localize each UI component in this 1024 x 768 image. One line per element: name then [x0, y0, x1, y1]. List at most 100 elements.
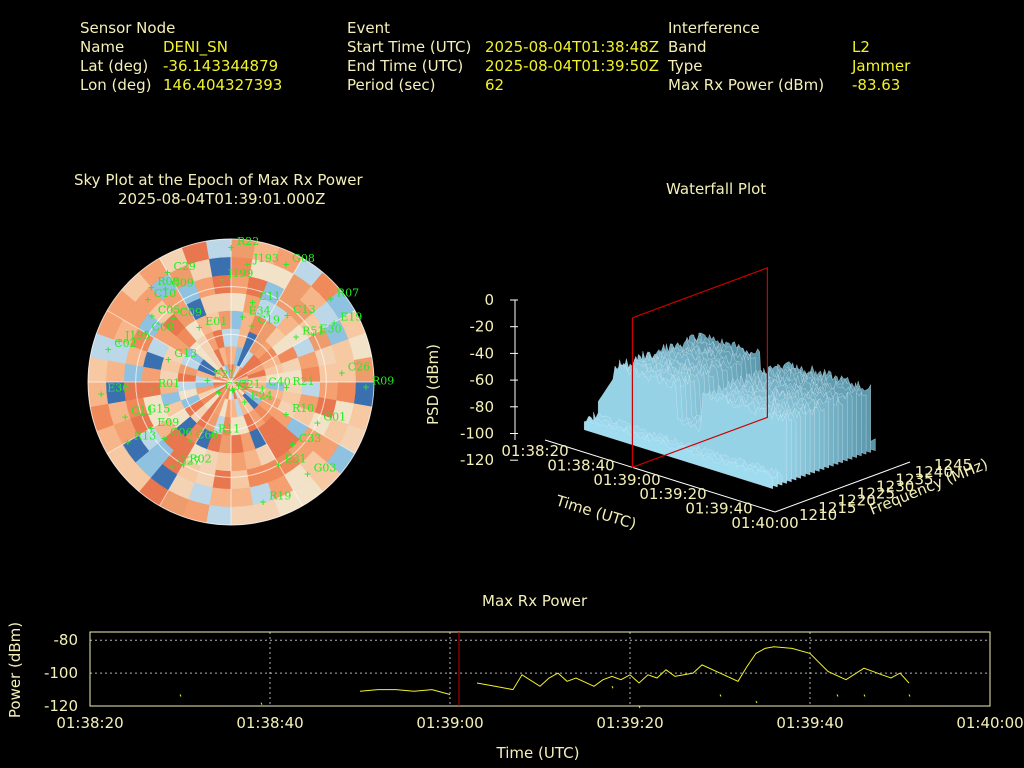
sky-plot-subtitle: 2025-08-04T01:39:01.000Z [118, 190, 326, 208]
satellite-label: G13 [174, 347, 197, 360]
satellite-label: E21 [213, 368, 235, 381]
satellite-label: J199 [227, 267, 253, 280]
sky-cell [208, 487, 232, 508]
satellite-label: G01 [323, 410, 346, 423]
satellite-label: R51 [302, 324, 324, 337]
waterfall-ridge [583, 416, 774, 490]
sensor-lat-label: Lat (deg) [80, 57, 149, 75]
sensor-title: Sensor Node [80, 19, 176, 37]
satellite-marker: + [105, 343, 112, 356]
interference-power-label: Max Rx Power (dBm) [668, 76, 825, 94]
satellite-label: C09 [171, 276, 193, 289]
satellite-marker: + [244, 258, 251, 271]
satellite-marker: + [124, 436, 131, 449]
satellite-label: C19 [258, 313, 280, 326]
satellite-marker: + [275, 459, 282, 472]
satellite-label: J193 [253, 252, 279, 265]
satellite-marker: + [283, 258, 290, 271]
satellite-marker: + [162, 282, 169, 295]
sky-cell [230, 469, 250, 490]
satellite-label: E34 [249, 304, 271, 317]
satellite-marker: + [138, 409, 145, 422]
satellite-marker: + [289, 438, 296, 451]
sky-spoke [106, 381, 232, 454]
satellite-marker: + [161, 432, 168, 445]
power-dropout [908, 694, 911, 697]
satellite-label: C32 [225, 380, 247, 393]
freq-tick-label: 1210 [799, 506, 837, 524]
freq-tick-label: 1225 [857, 485, 895, 503]
satellite-label: G08 [292, 252, 315, 265]
satellite-label: E19 [340, 310, 362, 323]
satellite-marker: + [293, 330, 300, 343]
satellite-label: G27 [178, 455, 201, 468]
satellite-label: R22 [237, 235, 259, 248]
satellite-label: C13 [293, 303, 315, 316]
satellite-marker: + [304, 467, 311, 480]
satellite-label: R21 [292, 375, 314, 388]
sky-spoke [159, 257, 232, 383]
freq-tick-label: 1235 [895, 470, 933, 488]
sky-spoke [159, 381, 232, 507]
satellite-label: R08 [157, 275, 179, 288]
satellite-marker: + [142, 327, 149, 340]
psd-axis-label: PSD (dBm) [424, 344, 442, 425]
satellite-marker: + [228, 241, 235, 254]
event-period-value: 62 [485, 76, 505, 94]
sky-spoke [106, 310, 232, 383]
satellite-marker: + [165, 353, 172, 366]
satellite-marker: + [310, 328, 317, 341]
satellite-marker: + [283, 381, 290, 394]
satellite-label: E30 [320, 322, 342, 335]
power-series-line [476, 646, 910, 691]
power-dropout [836, 694, 839, 697]
satellite-marker: + [216, 386, 223, 399]
event-period-label: Period (sec) [347, 76, 436, 94]
sky-plot-title: Sky Plot at the Epoch of Max Rx Power [74, 171, 363, 189]
sensor-name-label: Name [80, 38, 125, 56]
sky-cell [230, 487, 254, 508]
power-dropout [638, 705, 641, 709]
satellite-marker: + [260, 496, 267, 509]
event-start-value: 2025-08-04T01:38:48Z [485, 38, 659, 56]
psd-tick-label: -120 [460, 451, 494, 469]
time-tick-label: 01:39:20 [639, 485, 706, 503]
satellite-marker: + [148, 281, 155, 294]
satellite-label: C08 [152, 321, 174, 334]
satellite-label: R10 [292, 402, 314, 415]
satellite-label: R11 [218, 422, 240, 435]
satellite-marker: + [209, 428, 216, 441]
psd-tick-label: -20 [470, 318, 495, 336]
sensor-lon-value: 146.404327393 [163, 76, 283, 94]
satellite-marker: + [204, 374, 211, 387]
satellite-label: R09 [372, 375, 394, 388]
power-plot-frame [89, 631, 991, 707]
satellite-label: C11 [258, 290, 280, 303]
power-dropout [611, 686, 614, 689]
psd-tick-label: 0 [484, 291, 494, 309]
power-dropout [260, 702, 263, 705]
satellite-marker: + [239, 310, 246, 323]
satellite-marker: + [164, 266, 171, 279]
waterfall-ridge [597, 364, 788, 484]
interference-title: Interference [668, 19, 760, 37]
satellite-marker: + [219, 273, 226, 286]
satellite-marker: + [331, 316, 338, 329]
satellite-label: C21 [238, 378, 260, 391]
psd-tick-label: -100 [460, 425, 494, 443]
sky-spoke [230, 381, 356, 454]
satellite-marker: + [196, 321, 203, 334]
satellite-marker: + [363, 381, 370, 394]
satellite-label: E01 [205, 315, 227, 328]
satellite-label: R13 [134, 430, 156, 443]
satellite-marker: + [248, 319, 255, 332]
satellite-label: E24 [251, 390, 273, 403]
power-y-tick: -100 [44, 664, 78, 682]
satellite-marker: + [98, 387, 105, 400]
satellite-marker: + [168, 461, 175, 474]
sensor-lon-label: Lon (deg) [80, 76, 152, 94]
event-title: Event [347, 19, 390, 37]
satellite-label: E09 [157, 416, 179, 429]
satellite-marker: + [187, 435, 194, 448]
